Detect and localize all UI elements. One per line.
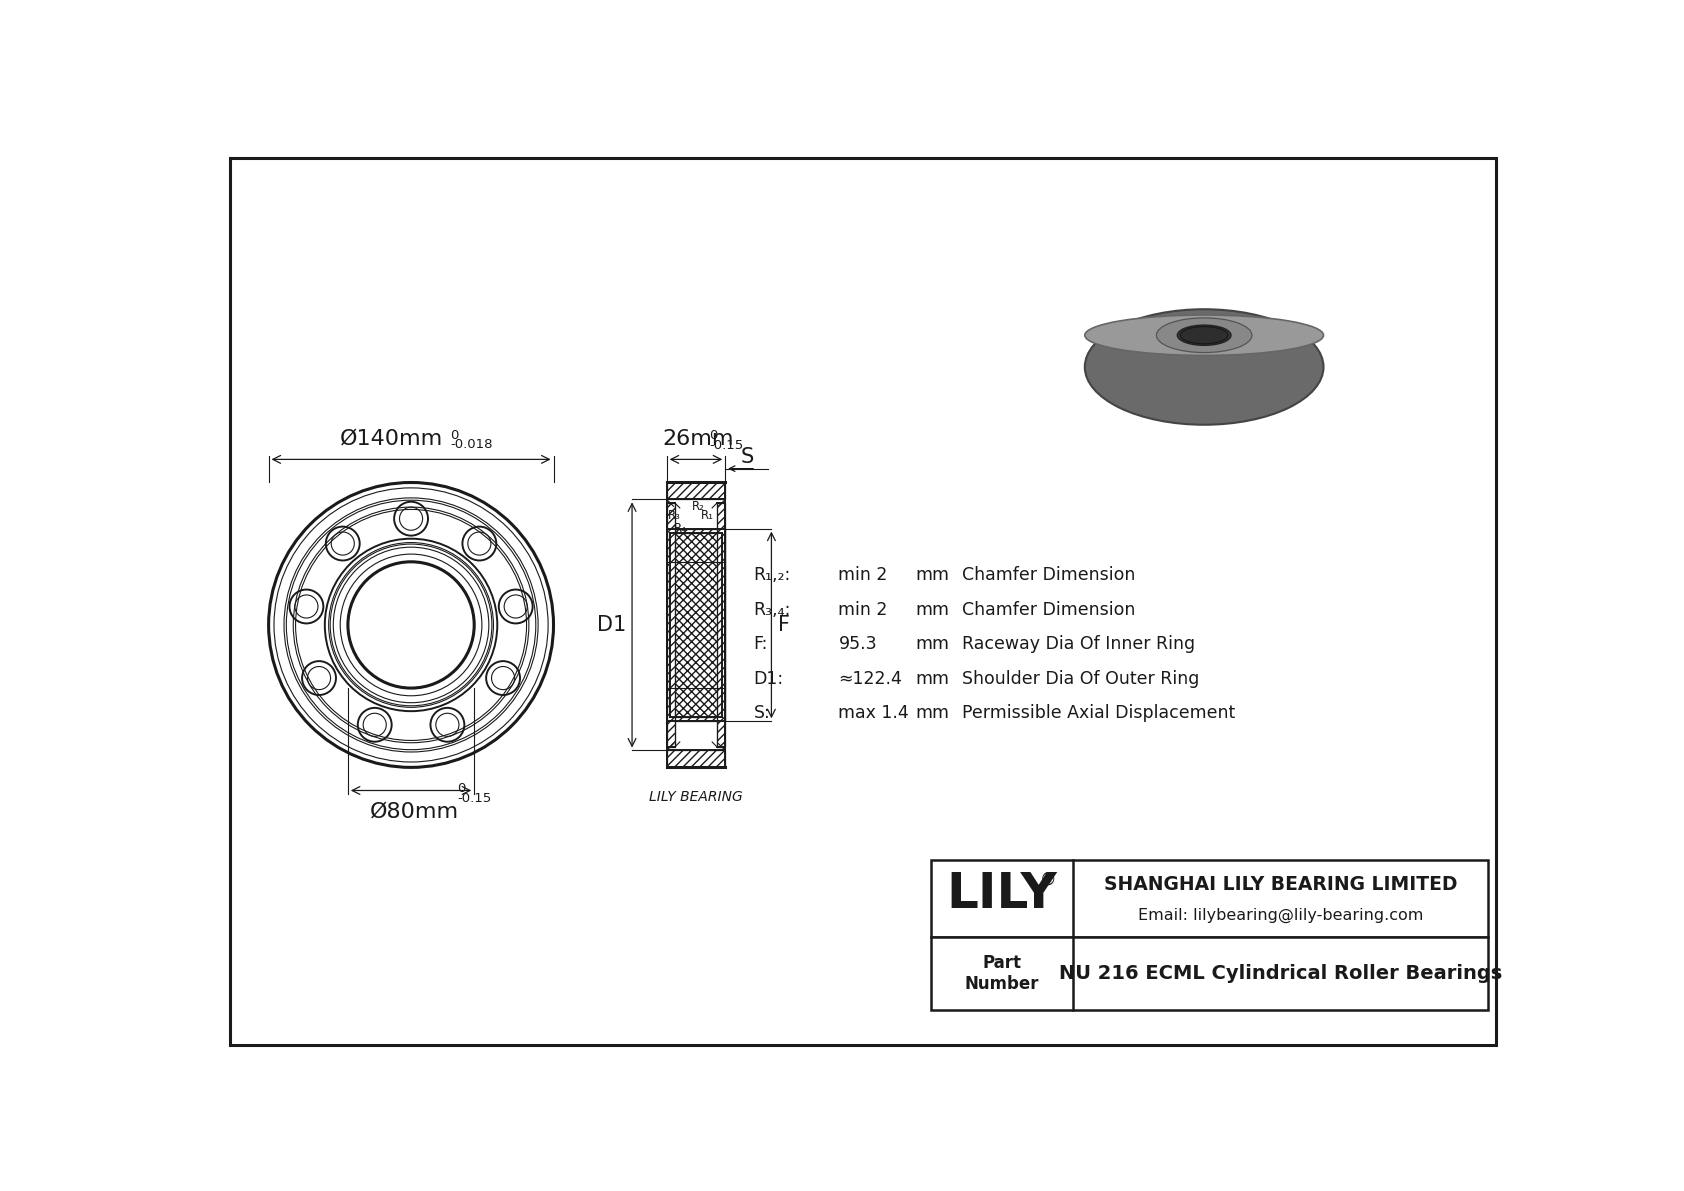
Text: R₄: R₄ xyxy=(674,522,687,535)
Text: -0.018: -0.018 xyxy=(450,438,493,451)
Text: R₃,₄:: R₃,₄: xyxy=(754,600,791,618)
Text: mm: mm xyxy=(916,600,950,618)
Bar xyxy=(931,937,1489,1010)
Ellipse shape xyxy=(1157,318,1251,353)
Text: LILY BEARING: LILY BEARING xyxy=(648,791,743,804)
Text: R₃: R₃ xyxy=(667,509,680,522)
Text: D1:: D1: xyxy=(754,669,783,688)
Text: D1: D1 xyxy=(596,615,626,635)
Bar xyxy=(667,482,726,499)
Text: F:: F: xyxy=(754,635,768,653)
Text: 95.3: 95.3 xyxy=(839,635,877,653)
Text: Permissible Axial Displacement: Permissible Axial Displacement xyxy=(962,705,1234,723)
Text: mm: mm xyxy=(916,566,950,584)
Text: ®: ® xyxy=(1039,871,1056,888)
Text: Chamfer Dimension: Chamfer Dimension xyxy=(962,566,1135,584)
Text: R₁,₂:: R₁,₂: xyxy=(754,566,791,584)
Text: F: F xyxy=(778,615,790,635)
Text: 26mm: 26mm xyxy=(663,430,734,449)
Text: Ø140mm: Ø140mm xyxy=(340,429,443,449)
Text: 0: 0 xyxy=(450,429,458,442)
Text: min 2: min 2 xyxy=(839,600,887,618)
Text: mm: mm xyxy=(916,635,950,653)
Text: Chamfer Dimension: Chamfer Dimension xyxy=(962,600,1135,618)
Text: ≈122.4: ≈122.4 xyxy=(839,669,903,688)
Text: S:: S: xyxy=(754,705,771,723)
Text: mm: mm xyxy=(916,705,950,723)
Text: Ø80mm: Ø80mm xyxy=(370,802,460,822)
Bar xyxy=(667,529,726,722)
Text: SHANGHAI LILY BEARING LIMITED: SHANGHAI LILY BEARING LIMITED xyxy=(1103,875,1457,894)
Ellipse shape xyxy=(1177,325,1231,345)
Text: Shoulder Dia Of Outer Ring: Shoulder Dia Of Outer Ring xyxy=(962,669,1199,688)
Text: 0: 0 xyxy=(709,429,717,442)
Text: S: S xyxy=(741,447,754,467)
Bar xyxy=(717,504,726,747)
Bar xyxy=(931,860,1489,937)
Text: LILY: LILY xyxy=(946,871,1058,918)
Text: min 2: min 2 xyxy=(839,566,887,584)
Text: Raceway Dia Of Inner Ring: Raceway Dia Of Inner Ring xyxy=(962,635,1194,653)
Text: -0.15: -0.15 xyxy=(709,438,743,451)
Ellipse shape xyxy=(1084,310,1324,425)
Text: max 1.4: max 1.4 xyxy=(839,705,909,723)
Ellipse shape xyxy=(1180,326,1228,344)
Bar xyxy=(667,504,675,747)
Text: -0.15: -0.15 xyxy=(458,792,492,805)
Text: Email: lilybearing@lily-bearing.com: Email: lilybearing@lily-bearing.com xyxy=(1138,908,1423,923)
Text: 0: 0 xyxy=(458,782,466,796)
Text: R₂: R₂ xyxy=(692,500,706,513)
Bar xyxy=(667,750,726,767)
Bar xyxy=(670,532,722,717)
Text: Part
Number: Part Number xyxy=(965,954,1039,993)
Text: NU 216 ECML Cylindrical Roller Bearings: NU 216 ECML Cylindrical Roller Bearings xyxy=(1059,965,1502,984)
Text: mm: mm xyxy=(916,669,950,688)
Text: R₁: R₁ xyxy=(701,510,714,523)
Ellipse shape xyxy=(1084,314,1324,355)
